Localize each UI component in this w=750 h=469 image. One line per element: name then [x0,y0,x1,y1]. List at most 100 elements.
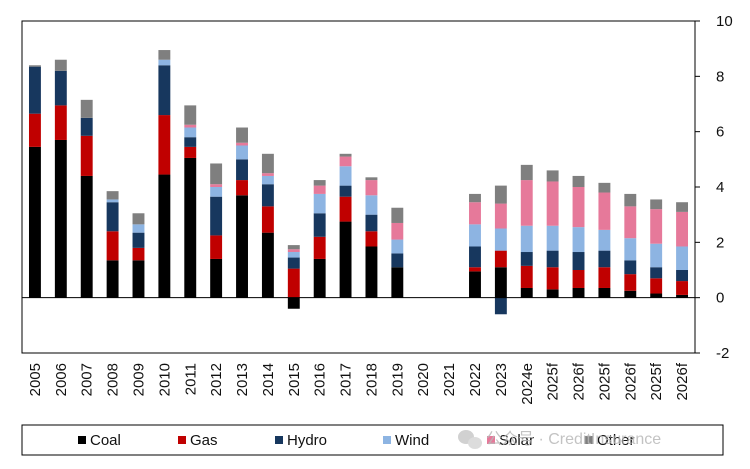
bar-solar-2012 [210,184,223,187]
bar-gas-2025f [546,267,559,290]
x-tick-label: 2014 [260,363,277,396]
legend-label-coal: Coal [90,432,121,449]
bar-solar-2023 [494,203,507,229]
bar-coal-2023 [494,267,507,298]
y-tick-label: 6 [716,124,724,141]
bar-solar-2011 [184,124,197,128]
bar-other-2008 [106,191,119,200]
x-tick-label: 2023 [493,363,510,396]
bar-other-2025f [598,182,611,193]
bar-hydro-2014 [261,184,274,207]
bar-coal-2025f [598,287,611,298]
x-tick-label: 2018 [363,363,380,396]
bars-group [28,50,689,315]
bar-wind-2011 [184,127,197,138]
x-tick-label: 2008 [105,363,122,396]
legend-label-other: Other [597,432,635,449]
x-tick-label: 2006 [53,363,70,396]
x-tick-label: 2025f [648,362,665,400]
bar-gas-2025f [650,278,663,294]
bar-wind-2010 [158,59,171,66]
bar-hydro-2005 [28,66,41,114]
bar-coal-2010 [158,174,171,298]
x-tick-label: 2011 [182,363,199,395]
bar-coal-2026f [572,287,585,298]
bar-coal-2015 [287,297,300,309]
legend-swatch-other [585,436,593,444]
bar-solar-2025f [650,209,663,244]
bar-gas-2022 [469,267,481,272]
bar-solar-2026f [624,206,637,239]
x-tick-label: 2010 [156,363,173,396]
bar-wind-2013 [236,145,248,160]
bar-other-2017 [339,153,352,157]
bar-wind-2015 [287,252,300,258]
bar-gas-2026f [572,270,585,288]
legend-swatch-gas [178,436,186,444]
bar-solar-2025f [546,181,559,226]
bar-gas-2016 [313,236,326,259]
bar-wind-2018 [365,195,378,215]
bar-other-2013 [236,127,248,143]
bar-other-2018 [365,177,378,181]
bar-other-2026f [624,193,637,207]
x-tick-label: 2025f [596,362,613,400]
bar-gas-2017 [339,196,352,222]
legend-swatch-solar [487,436,495,444]
watermark-text: 公众号 · CreditInsurance [486,430,661,448]
legend-label-gas: Gas [190,432,218,449]
bar-coal-2007 [80,175,93,298]
x-tick-label: 2012 [208,363,225,396]
x-tick-label: 2020 [415,363,432,396]
bar-wind-2022 [469,224,481,247]
x-tick-label: 2015 [286,363,303,396]
bar-hydro-2017 [339,185,352,197]
legend-swatch-coal [78,436,86,444]
bar-hydro-2006 [54,70,67,106]
bar-wind-2017 [339,166,352,186]
bar-solar-2014 [261,173,274,176]
bar-other-2006 [54,59,67,71]
bar-coal-2011 [184,157,197,298]
bar-hydro-2013 [236,159,248,181]
bar-gas-2014 [261,206,274,233]
bar-gas-2006 [54,105,67,140]
x-tick-label: 2007 [79,363,96,396]
bar-wind-2025f [650,243,663,268]
bar-wind-2014 [261,175,274,185]
bar-solar-2017 [339,156,352,167]
bar-hydro-2009 [132,232,145,248]
y-tick-label: 10 [716,13,733,30]
bar-gas-2013 [236,180,248,196]
bar-other-2025f [650,199,663,210]
x-tick-label: 2005 [27,363,44,396]
x-tick-label: 2024e [519,363,536,405]
bar-coal-2005 [28,146,41,298]
y-tick-label: 8 [716,68,724,85]
bar-coal-2008 [106,260,119,298]
bar-solar-2024e [520,180,533,226]
bar-wind-2016 [313,193,326,214]
bar-coal-2026f [624,290,637,298]
legend-box [21,424,724,456]
legend-swatch-wind [383,436,391,444]
bar-other-2007 [80,99,93,118]
bar-gas-2015 [287,268,300,298]
bar-other-2019 [391,207,404,223]
bar-coal-2025f [650,293,663,298]
bar-wind-2026f [676,246,689,270]
bar-coal-2019 [391,267,404,298]
bar-other-2010 [158,50,171,60]
bar-gas-2026f [624,274,637,291]
bar-gas-2009 [132,247,145,261]
bar-coal-2025f [546,289,559,298]
bar-gas-2025f [598,267,611,288]
bar-other-2012 [210,163,223,185]
legend-swatch-hydro [275,436,283,444]
x-tick-label: 2026f [674,362,691,400]
y-tick-label: 0 [716,290,724,307]
bar-gas-2023 [494,250,507,268]
bar-wind-2025f [598,229,611,251]
bar-wind-2023 [494,228,507,251]
bar-coal-2013 [236,195,248,298]
